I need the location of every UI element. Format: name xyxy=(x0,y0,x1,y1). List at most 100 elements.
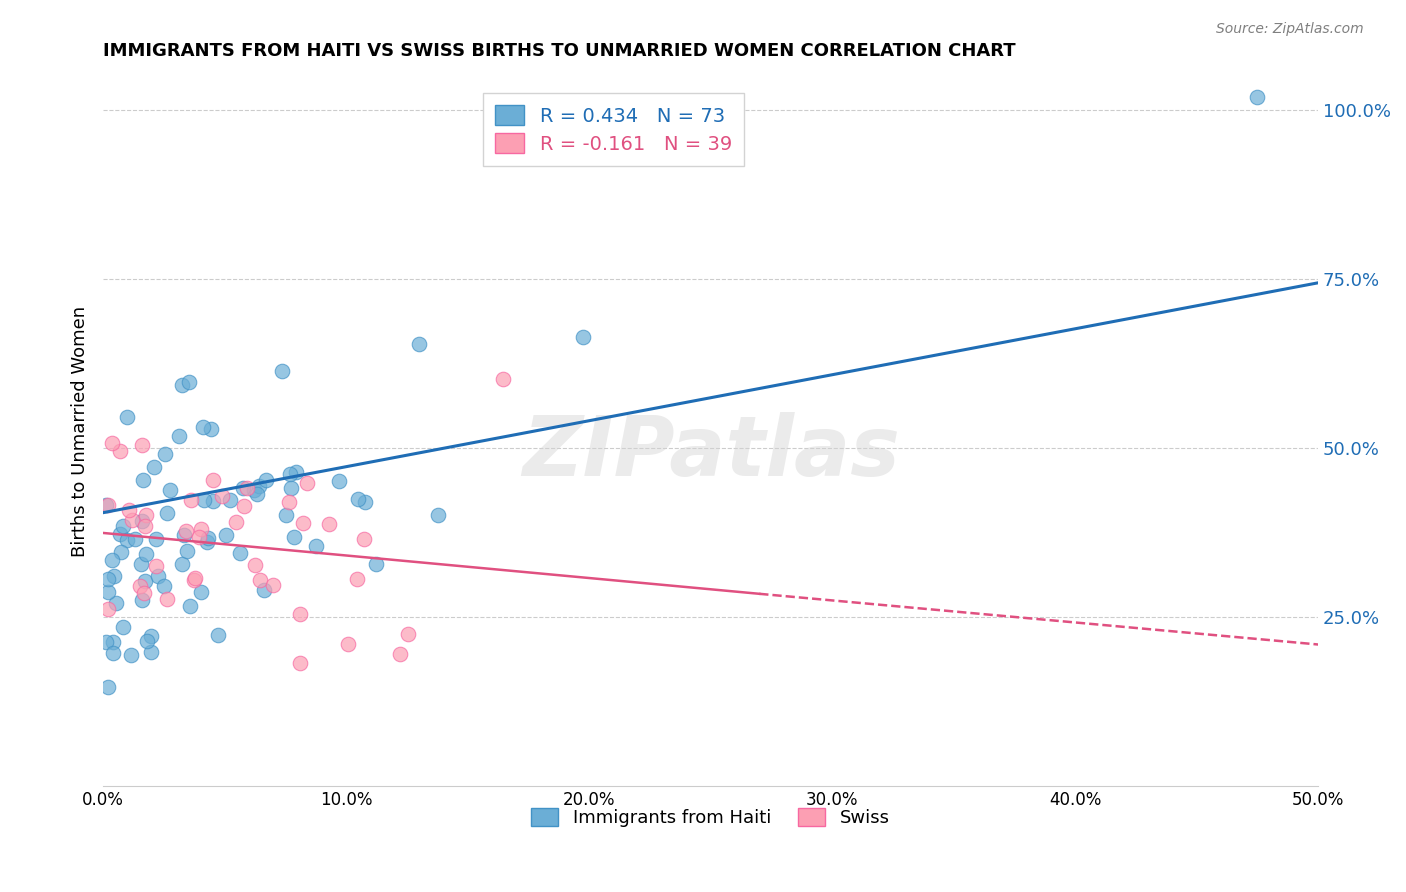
Point xyxy=(347,491,370,506)
Point xyxy=(180,492,202,507)
Point xyxy=(249,574,271,588)
Point xyxy=(253,583,276,598)
Point xyxy=(159,483,181,497)
Point xyxy=(97,602,120,616)
Point xyxy=(139,645,162,659)
Point xyxy=(184,571,207,585)
Point xyxy=(177,375,200,389)
Point xyxy=(232,482,254,496)
Point xyxy=(249,479,271,493)
Point xyxy=(135,508,157,522)
Point xyxy=(110,544,132,558)
Point xyxy=(145,559,167,574)
Point xyxy=(246,487,269,501)
Point xyxy=(97,498,120,512)
Point xyxy=(101,553,124,567)
Point xyxy=(176,543,198,558)
Point xyxy=(197,531,219,545)
Y-axis label: Births to Unmarried Women: Births to Unmarried Women xyxy=(72,306,89,558)
Point xyxy=(105,596,128,610)
Point xyxy=(141,630,163,644)
Point xyxy=(254,474,277,488)
Point xyxy=(408,337,430,351)
Point xyxy=(128,579,150,593)
Point xyxy=(201,493,224,508)
Point xyxy=(290,607,312,622)
Point xyxy=(396,627,419,641)
Point xyxy=(291,516,314,530)
Point xyxy=(427,508,450,523)
Point xyxy=(346,572,368,586)
Point xyxy=(572,330,595,344)
Point xyxy=(225,515,247,529)
Point xyxy=(156,506,179,520)
Point xyxy=(94,498,117,512)
Point xyxy=(276,508,298,522)
Point xyxy=(117,533,139,547)
Point xyxy=(336,637,359,651)
Point xyxy=(132,586,155,600)
Point xyxy=(271,364,294,378)
Point xyxy=(132,473,155,487)
Point xyxy=(190,522,212,536)
Point xyxy=(155,447,177,461)
Point xyxy=(143,459,166,474)
Point xyxy=(305,540,328,554)
Point xyxy=(97,585,120,599)
Point xyxy=(1246,90,1268,104)
Point xyxy=(243,483,266,497)
Point xyxy=(288,656,311,670)
Point xyxy=(117,410,139,425)
Point xyxy=(207,628,229,642)
Point xyxy=(112,620,135,634)
Point xyxy=(96,572,118,586)
Point xyxy=(103,635,125,649)
Point xyxy=(235,481,257,495)
Point xyxy=(94,635,117,649)
Point xyxy=(297,475,319,490)
Point xyxy=(190,585,212,599)
Point xyxy=(146,569,169,583)
Point xyxy=(134,519,156,533)
Point xyxy=(195,535,218,549)
Point xyxy=(262,578,284,592)
Point xyxy=(170,377,193,392)
Point xyxy=(179,599,201,613)
Point xyxy=(101,435,124,450)
Point xyxy=(191,420,214,434)
Point xyxy=(278,467,301,481)
Point xyxy=(280,481,302,495)
Point xyxy=(232,499,254,513)
Point xyxy=(131,515,153,529)
Text: ZIPatlas: ZIPatlas xyxy=(522,412,900,493)
Point xyxy=(328,474,350,488)
Point xyxy=(174,524,197,538)
Point xyxy=(243,558,266,572)
Point xyxy=(193,492,215,507)
Point xyxy=(200,422,222,436)
Point xyxy=(121,513,143,527)
Point xyxy=(97,681,120,695)
Point xyxy=(134,574,156,588)
Point xyxy=(183,574,205,588)
Point xyxy=(129,558,152,572)
Point xyxy=(103,569,125,583)
Point xyxy=(118,502,141,516)
Text: Source: ZipAtlas.com: Source: ZipAtlas.com xyxy=(1216,22,1364,37)
Point xyxy=(111,519,134,533)
Point xyxy=(131,437,153,451)
Point xyxy=(202,473,225,487)
Point xyxy=(108,443,131,458)
Point xyxy=(229,546,252,560)
Point xyxy=(156,592,179,607)
Point xyxy=(135,547,157,561)
Point xyxy=(318,517,340,532)
Point xyxy=(170,557,193,571)
Point xyxy=(145,532,167,546)
Point xyxy=(108,527,131,541)
Point xyxy=(353,494,375,508)
Point xyxy=(353,533,375,547)
Text: IMMIGRANTS FROM HAITI VS SWISS BIRTHS TO UNMARRIED WOMEN CORRELATION CHART: IMMIGRANTS FROM HAITI VS SWISS BIRTHS TO… xyxy=(103,42,1015,60)
Legend: Immigrants from Haiti, Swiss: Immigrants from Haiti, Swiss xyxy=(524,800,897,834)
Point xyxy=(173,527,195,541)
